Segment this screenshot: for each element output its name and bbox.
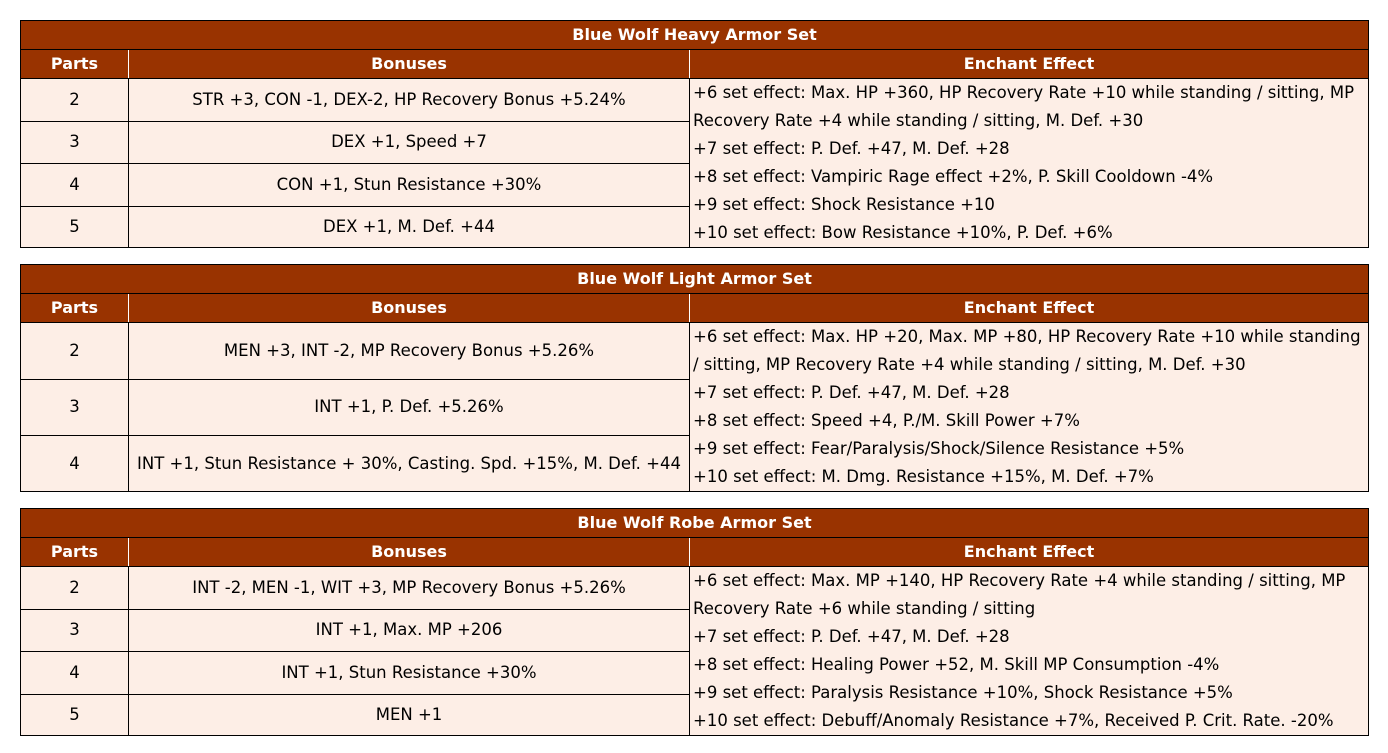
bonus-cell: INT +1, P. Def. +5.26% [128, 378, 690, 437]
parts-cell: 5 [20, 205, 129, 248]
set-title: Blue Wolf Heavy Armor Set [19, 20, 1370, 50]
bonus-cell: INT +1, Stun Resistance +30% [128, 651, 690, 695]
table-row: 4 INT +1, Stun Resistance + 30%, Casting… [20, 435, 1369, 492]
parts-cell: 2 [20, 566, 129, 610]
table-row: 2 STR +3, CON -1, DEX-2, HP Recovery Bon… [20, 78, 1370, 248]
parts-cell: 3 [20, 120, 129, 164]
enchant-effect-cell: +6 set effect: Max. HP +360, HP Recovery… [688, 78, 1370, 248]
set-title: Blue Wolf Robe Armor Set [19, 508, 1370, 538]
enchant-effect-header: Enchant Effect [688, 537, 1370, 567]
parts-cell: 4 [20, 163, 129, 207]
table-row: 2 INT -2, MEN -1, WIT +3, MP Recovery Bo… [20, 566, 1370, 736]
parts-header: Parts [20, 537, 129, 567]
enchant-line: +8 set effect: Healing Power +52, M. Ski… [693, 655, 1220, 674]
enchant-line: +10 set effect: Bow Resistance +10%, P. … [693, 223, 1113, 242]
enchant-line: +9 set effect: Fear/Paralysis/Shock/Sile… [693, 439, 1185, 458]
robe-armor-set-table: Blue Wolf Robe Armor Set Parts Bonuses E… [19, 508, 1370, 736]
set-title: Blue Wolf Light Armor Set [19, 264, 1370, 294]
parts-cell: 3 [20, 378, 129, 437]
table-row: 3 INT +1, Max. MP +206 [20, 608, 1369, 652]
bonus-cell: INT +1, Stun Resistance + 30%, Casting. … [128, 435, 690, 492]
bonuses-header: Bonuses [128, 49, 690, 79]
table-row: 3 DEX +1, Speed +7 [20, 120, 1369, 164]
parts-header: Parts [20, 293, 129, 323]
enchant-line: +8 set effect: Vampiric Rage effect +2%,… [693, 167, 1214, 186]
bonuses-header: Bonuses [128, 537, 690, 567]
bonus-cell: MEN +3, INT -2, MP Recovery Bonus +5.26% [128, 322, 690, 380]
light-armor-set-table: Blue Wolf Light Armor Set Parts Bonuses … [19, 264, 1370, 492]
enchant-line: +10 set effect: Debuff/Anomaly Resistanc… [693, 711, 1334, 730]
table-row: 2 MEN +3, INT -2, MP Recovery Bonus +5.2… [20, 322, 1370, 492]
bonus-cell: STR +3, CON -1, DEX-2, HP Recovery Bonus… [128, 78, 690, 122]
table-row: 3 INT +1, P. Def. +5.26% [20, 378, 1369, 437]
enchant-line: +7 set effect: P. Def. +47, M. Def. +28 [693, 627, 1010, 646]
table-row: 5 MEN +1 [20, 693, 1369, 736]
parts-cell: 2 [20, 322, 129, 380]
heavy-armor-set-table: Blue Wolf Heavy Armor Set Parts Bonuses … [19, 20, 1370, 248]
table-row: 5 DEX +1, M. Def. +44 [20, 205, 1369, 248]
enchant-effect-cell: +6 set effect: Max. MP +140, HP Recovery… [688, 566, 1370, 736]
enchant-effect-header: Enchant Effect [688, 49, 1370, 79]
parts-cell: 2 [20, 78, 129, 122]
enchant-line: +6 set effect: Max. HP +360, HP Recovery… [693, 83, 1355, 130]
parts-cell: 3 [20, 608, 129, 652]
bonus-cell: DEX +1, Speed +7 [128, 120, 690, 164]
enchant-line: +9 set effect: Paralysis Resistance +10%… [693, 683, 1233, 702]
enchant-line: +6 set effect: Max. MP +140, HP Recovery… [693, 571, 1346, 618]
enchant-line: +6 set effect: Max. HP +20, Max. MP +80,… [693, 327, 1361, 374]
enchant-effect-header: Enchant Effect [688, 293, 1370, 323]
bonus-cell: INT +1, Max. MP +206 [128, 608, 690, 652]
enchant-line: +8 set effect: Speed +4, P./M. Skill Pow… [693, 411, 1080, 430]
enchant-effect-cell: +6 set effect: Max. HP +20, Max. MP +80,… [688, 322, 1370, 492]
parts-cell: 5 [20, 693, 129, 736]
table-row: 4 CON +1, Stun Resistance +30% [20, 163, 1369, 207]
bonus-cell: MEN +1 [128, 693, 690, 736]
bonus-cell: INT -2, MEN -1, WIT +3, MP Recovery Bonu… [128, 566, 690, 610]
enchant-line: +7 set effect: P. Def. +47, M. Def. +28 [693, 383, 1010, 402]
bonus-cell: DEX +1, M. Def. +44 [128, 205, 690, 248]
bonuses-header: Bonuses [128, 293, 690, 323]
table-row: 4 INT +1, Stun Resistance +30% [20, 651, 1369, 695]
parts-cell: 4 [20, 435, 129, 492]
bonus-cell: CON +1, Stun Resistance +30% [128, 163, 690, 207]
enchant-line: +7 set effect: P. Def. +47, M. Def. +28 [693, 139, 1010, 158]
enchant-line: +9 set effect: Shock Resistance +10 [693, 195, 995, 214]
parts-header: Parts [20, 49, 129, 79]
enchant-line: +10 set effect: M. Dmg. Resistance +15%,… [693, 467, 1154, 486]
parts-cell: 4 [20, 651, 129, 695]
